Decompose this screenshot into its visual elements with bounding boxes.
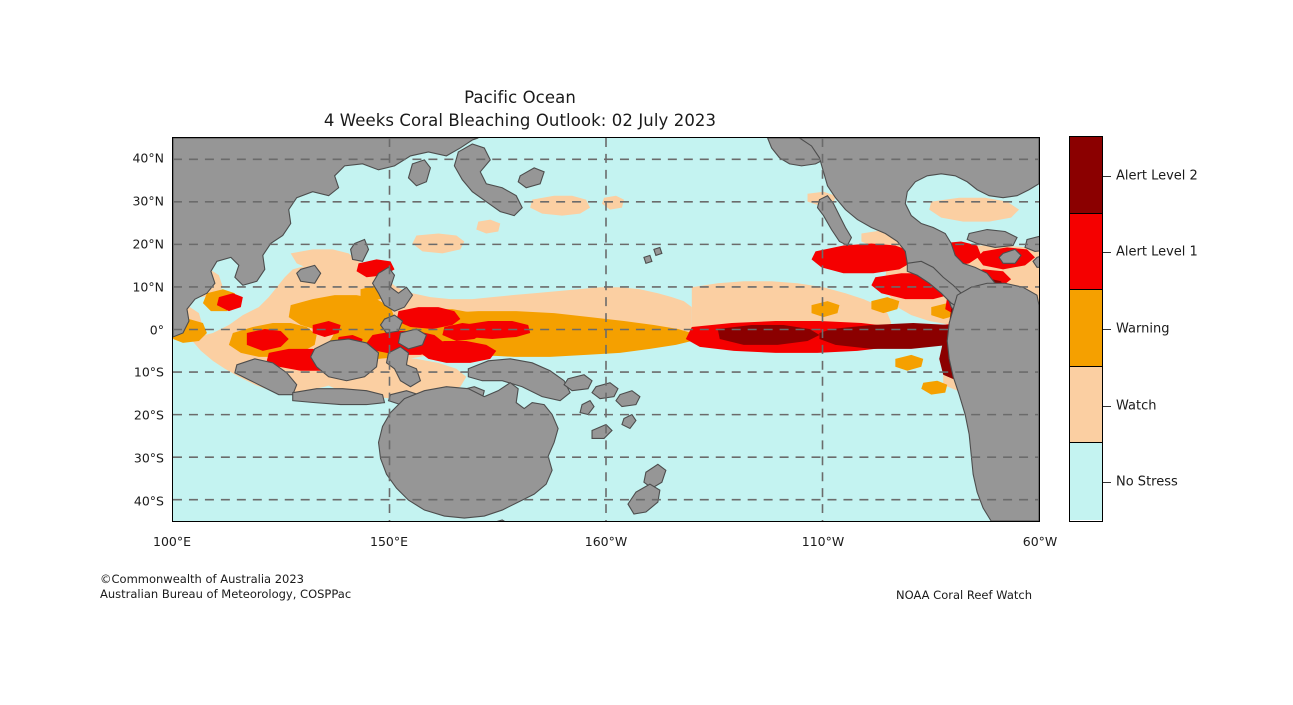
y-tick-label: 40°N bbox=[132, 150, 164, 166]
legend-swatch-alert-level-2 bbox=[1070, 137, 1102, 214]
legend-label-no-stress: No Stress bbox=[1116, 474, 1178, 490]
bleaching-heatmap bbox=[173, 138, 1039, 521]
legend-tick bbox=[1103, 252, 1111, 254]
y-axis-ticks: 40°N 30°N 20°N 10°N 0° 10°S 20°S 30°S 40°S bbox=[100, 137, 164, 522]
y-tick-label: 20°S bbox=[133, 407, 164, 423]
legend-tick bbox=[1103, 482, 1111, 484]
x-tick-label: 60°W bbox=[1022, 534, 1058, 549]
x-tick-label: 150°E bbox=[369, 534, 409, 549]
legend-swatch-alert-level-1 bbox=[1070, 213, 1102, 291]
y-tick-label: 0° bbox=[149, 322, 164, 337]
x-tick-label: 100°E bbox=[152, 534, 192, 549]
x-tick-label: 110°W bbox=[801, 534, 845, 549]
legend-label-warning: Warning bbox=[1116, 321, 1170, 337]
footer-copyright: ©Commonwealth of Australia 2023 bbox=[100, 572, 305, 586]
title-line-2: 4 Weeks Coral Bleaching Outlook: 02 July… bbox=[323, 111, 717, 130]
title-line-1: Pacific Ocean bbox=[464, 88, 576, 107]
footer-attribution: ©Commonwealth of Australia 2023 Australi… bbox=[100, 572, 351, 601]
footer-source: NOAA Coral Reef Watch bbox=[896, 588, 1032, 602]
y-tick-label: 30°S bbox=[133, 450, 164, 466]
legend-tick bbox=[1103, 175, 1111, 177]
y-tick-label: 30°N bbox=[132, 193, 164, 209]
y-tick-label: 10°S bbox=[133, 364, 164, 380]
legend-swatch-no-stress bbox=[1070, 443, 1102, 520]
legend-tick bbox=[1103, 405, 1111, 407]
y-tick-label: 20°N bbox=[132, 236, 164, 252]
y-tick-label: 10°N bbox=[132, 279, 164, 295]
legend-label-alert-level-1: Alert Level 1 bbox=[1116, 244, 1198, 260]
page-title: Pacific Ocean 4 Weeks Coral Bleaching Ou… bbox=[0, 86, 1040, 132]
map-plot-area bbox=[172, 137, 1040, 522]
legend-swatch-watch bbox=[1070, 366, 1102, 444]
legend-tick bbox=[1103, 329, 1111, 330]
footer-agency: Australian Bureau of Meteorology, COSPPa… bbox=[100, 586, 352, 601]
map-gridlines bbox=[173, 138, 1039, 521]
y-tick-label: 40°S bbox=[133, 493, 164, 509]
x-tick-label: 160°W bbox=[584, 534, 628, 549]
legend-colorbar bbox=[1069, 136, 1103, 522]
legend-swatch-warning bbox=[1070, 290, 1102, 367]
land-layer bbox=[173, 138, 1039, 521]
legend-label-watch: Watch bbox=[1116, 398, 1157, 414]
legend-label-alert-level-2: Alert Level 2 bbox=[1116, 168, 1198, 184]
x-axis-ticks: 100°E 150°E 160°W 110°W 60°W bbox=[153, 528, 1057, 552]
